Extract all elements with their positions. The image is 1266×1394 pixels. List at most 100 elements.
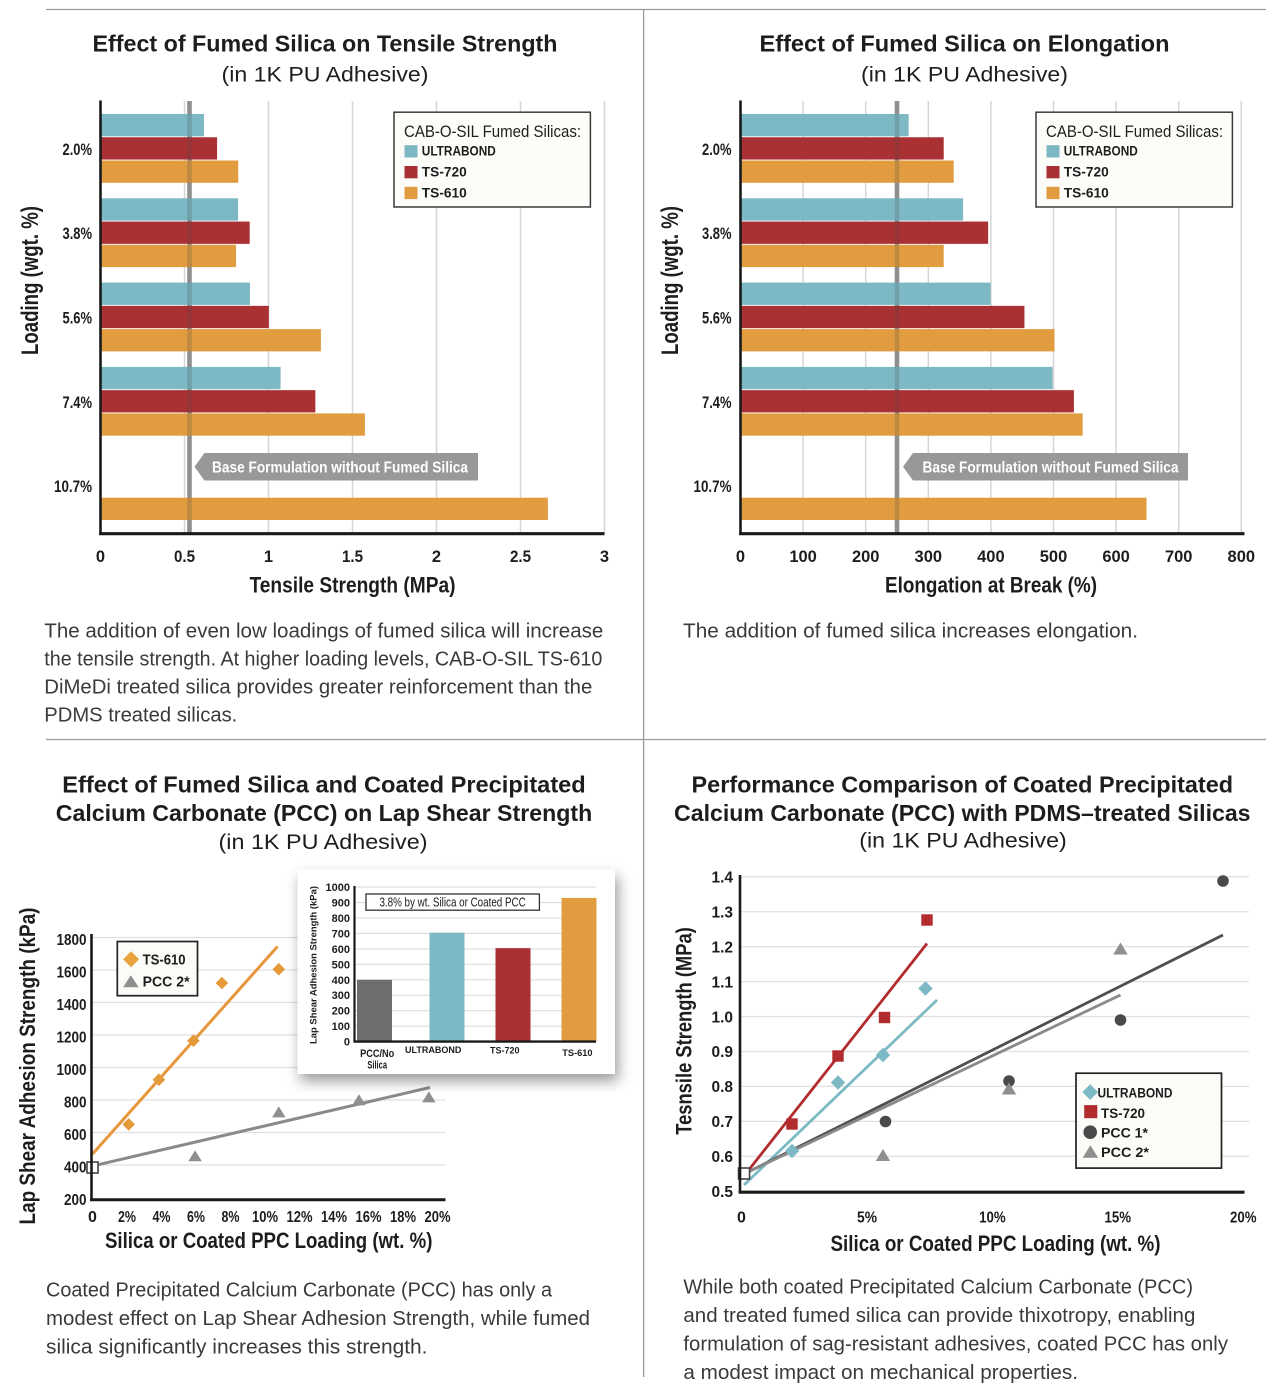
svg-text:2.0%: 2.0% — [702, 141, 732, 159]
svg-text:700: 700 — [332, 928, 350, 940]
svg-text:5.6%: 5.6% — [702, 310, 732, 328]
svg-text:PCC 1*: PCC 1* — [1101, 1126, 1149, 1141]
svg-text:2.5: 2.5 — [510, 548, 531, 566]
svg-text:1.3: 1.3 — [712, 905, 734, 922]
svg-text:TS-610: TS-610 — [562, 1048, 592, 1059]
svg-text:Coated Precipitated Calcium Ca: Coated Precipitated Calcium Carbonate (P… — [46, 1280, 553, 1302]
svg-text:TS-720: TS-720 — [490, 1045, 520, 1055]
svg-text:10.7%: 10.7% — [694, 478, 732, 496]
svg-text:While both coated Precipitated: While both coated Precipitated Calcium C… — [683, 1277, 1193, 1299]
svg-text:7.4%: 7.4% — [702, 394, 732, 412]
svg-text:0: 0 — [737, 1209, 746, 1226]
svg-text:TS-610: TS-610 — [422, 185, 467, 200]
svg-text:Lap Shear Adhesion Strength (k: Lap Shear Adhesion Strength (kPa) — [15, 908, 40, 1225]
svg-text:14%: 14% — [321, 1209, 347, 1226]
svg-text:600: 600 — [332, 944, 350, 956]
svg-text:200: 200 — [852, 548, 880, 566]
svg-text:600: 600 — [64, 1127, 87, 1144]
svg-text:(in 1K PU Adhesive): (in 1K PU Adhesive) — [861, 64, 1068, 87]
svg-text:ULTRABOND: ULTRABOND — [422, 144, 496, 159]
svg-text:200: 200 — [332, 1006, 350, 1018]
svg-text:3.8% by wt. Silica or Coated P: 3.8% by wt. Silica or Coated PCC — [379, 895, 525, 909]
svg-text:ULTRABOND: ULTRABOND — [1098, 1085, 1173, 1100]
svg-text:(in 1K PU Adhesive): (in 1K PU Adhesive) — [222, 64, 429, 87]
svg-text:2.0%: 2.0% — [63, 141, 93, 159]
svg-text:the tensile strength. At highe: the tensile strength. At higher loading … — [44, 649, 602, 671]
svg-text:400: 400 — [332, 975, 350, 987]
svg-text:1.0: 1.0 — [712, 1009, 734, 1026]
svg-text:600: 600 — [1102, 548, 1130, 566]
svg-text:0.6: 0.6 — [712, 1149, 734, 1166]
svg-text:CAB-O-SIL Fumed Silicas:: CAB-O-SIL Fumed Silicas: — [1046, 123, 1223, 141]
svg-text:0.5: 0.5 — [712, 1184, 734, 1201]
svg-text:800: 800 — [1228, 548, 1256, 566]
svg-text:10.7%: 10.7% — [54, 478, 92, 496]
svg-text:PCC/No: PCC/No — [360, 1048, 394, 1060]
svg-text:Tensile Strength (MPa): Tensile Strength (MPa) — [250, 573, 456, 598]
svg-text:500: 500 — [1040, 548, 1068, 566]
svg-text:Calcium Carbonate (PCC) on Lap: Calcium Carbonate (PCC) on Lap Shear Str… — [56, 800, 593, 826]
svg-text:100: 100 — [332, 1021, 350, 1033]
svg-text:1000: 1000 — [326, 882, 350, 894]
svg-text:0.7: 0.7 — [712, 1114, 734, 1131]
svg-text:Tesnsile Strength (MPa): Tesnsile Strength (MPa) — [672, 927, 697, 1135]
svg-text:0: 0 — [736, 548, 745, 566]
svg-text:400: 400 — [977, 548, 1005, 566]
svg-text:Lap Shear Adhesion Strength (k: Lap Shear Adhesion Strength (kPa) — [309, 886, 319, 1044]
svg-text:PCC 2*: PCC 2* — [143, 975, 190, 991]
svg-text:5%: 5% — [857, 1209, 877, 1226]
svg-text:3.8%: 3.8% — [702, 225, 732, 243]
svg-text:CAB-O-SIL Fumed Silicas:: CAB-O-SIL Fumed Silicas: — [404, 123, 581, 141]
svg-text:Effect of Fumed Silica on Tens: Effect of Fumed Silica on Tensile Streng… — [93, 31, 558, 57]
svg-text:3: 3 — [600, 548, 609, 566]
svg-text:(in 1K PU Adhesive): (in 1K PU Adhesive) — [859, 830, 1067, 853]
svg-text:and treated fumed silica can p: and treated fumed silica can provide thi… — [683, 1305, 1195, 1327]
svg-text:20%: 20% — [425, 1209, 451, 1226]
svg-text:2: 2 — [432, 548, 441, 566]
svg-text:20%: 20% — [1230, 1209, 1257, 1226]
svg-text:800: 800 — [64, 1095, 87, 1112]
svg-text:(in 1K PU Adhesive): (in 1K PU Adhesive) — [219, 831, 428, 854]
svg-text:300: 300 — [915, 548, 943, 566]
svg-text:modest effect on Lap Shear Adh: modest effect on Lap Shear Adhesion Stre… — [46, 1308, 590, 1330]
svg-text:400: 400 — [64, 1160, 87, 1177]
svg-text:12%: 12% — [287, 1209, 313, 1226]
svg-text:15%: 15% — [1105, 1209, 1132, 1226]
svg-text:1000: 1000 — [57, 1062, 87, 1079]
svg-text:The addition of even low loadi: The addition of even low loadings of fum… — [44, 621, 603, 643]
svg-text:800: 800 — [332, 913, 350, 925]
svg-text:300: 300 — [332, 990, 350, 1002]
svg-text:Silica: Silica — [367, 1060, 387, 1072]
svg-text:1.5: 1.5 — [342, 548, 363, 566]
svg-text:1800: 1800 — [57, 932, 87, 949]
svg-text:0: 0 — [88, 1209, 97, 1226]
svg-text:1.4: 1.4 — [712, 870, 734, 887]
svg-text:Calcium Carbonate (PCC) with P: Calcium Carbonate (PCC) with PDMS–treate… — [674, 800, 1251, 826]
svg-text:0.9: 0.9 — [712, 1044, 734, 1061]
svg-text:4%: 4% — [153, 1209, 171, 1226]
svg-text:Effect of Fumed Silica and Coa: Effect of Fumed Silica and Coated Precip… — [62, 772, 586, 798]
svg-text:Loading (wgt. %): Loading (wgt. %) — [17, 206, 44, 355]
svg-text:0: 0 — [344, 1037, 350, 1049]
svg-text:1.1: 1.1 — [712, 974, 734, 991]
svg-text:TS-720: TS-720 — [1101, 1106, 1145, 1121]
svg-text:16%: 16% — [356, 1209, 382, 1226]
svg-text:Silica or Coated PPC Loading (: Silica or Coated PPC Loading (wt. %) — [105, 1228, 433, 1253]
svg-text:Elongation at Break (%): Elongation at Break (%) — [885, 573, 1097, 598]
svg-text:900: 900 — [332, 898, 350, 910]
svg-text:8%: 8% — [222, 1209, 240, 1226]
svg-text:6%: 6% — [187, 1209, 205, 1226]
svg-text:DiMeDi treated silica provides: DiMeDi treated silica provides greater r… — [44, 676, 592, 698]
svg-text:Loading (wgt. %): Loading (wgt. %) — [657, 206, 684, 355]
svg-text:0.5: 0.5 — [174, 548, 195, 566]
svg-text:18%: 18% — [390, 1209, 416, 1226]
svg-text:Performance Comparison of Coat: Performance Comparison of Coated Precipi… — [692, 772, 1234, 798]
svg-text:a modest impact on mechanical: a modest impact on mechanical properties… — [683, 1362, 1078, 1384]
svg-text:TS-720: TS-720 — [1064, 165, 1109, 180]
svg-text:1200: 1200 — [57, 1030, 87, 1047]
svg-text:0.8: 0.8 — [712, 1079, 734, 1096]
svg-text:2%: 2% — [118, 1209, 136, 1226]
svg-text:5.6%: 5.6% — [63, 310, 93, 328]
svg-text:0: 0 — [96, 548, 105, 566]
svg-text:Silica or Coated PPC Loading (: Silica or Coated PPC Loading (wt. %) — [831, 1231, 1161, 1256]
